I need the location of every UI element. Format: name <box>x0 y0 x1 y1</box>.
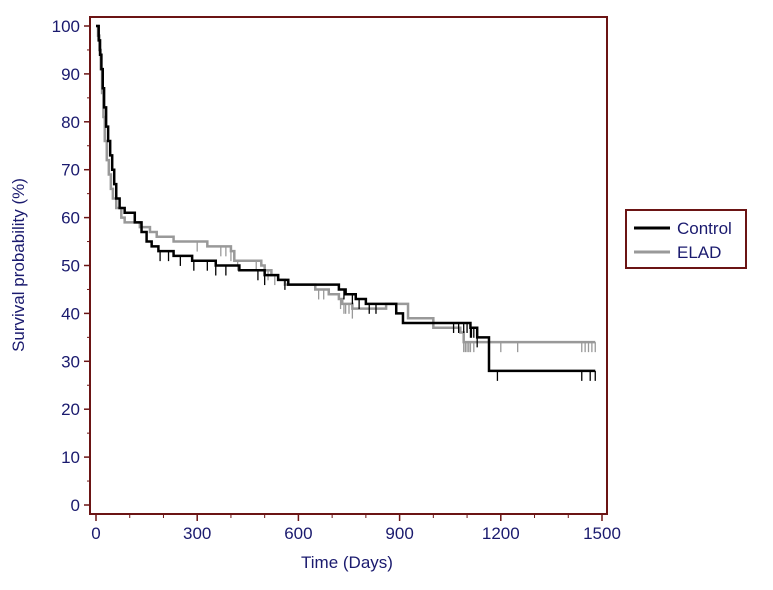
y-tick-label: 60 <box>61 209 80 228</box>
y-tick-label: 50 <box>61 257 80 276</box>
x-tick-label: 900 <box>385 524 413 543</box>
y-tick-label: 40 <box>61 304 80 323</box>
y-axis-label: Survival probability (%) <box>9 178 28 352</box>
x-tick-label: 300 <box>183 524 211 543</box>
series-line-elad <box>96 24 596 344</box>
y-tick-label: 90 <box>61 65 80 84</box>
x-axis-label: Time (Days) <box>301 553 393 572</box>
y-tick-label: 70 <box>61 161 80 180</box>
x-tick-label: 0 <box>91 524 100 543</box>
series-line-control <box>96 24 596 373</box>
y-tick-label: 80 <box>61 113 80 132</box>
legend-label-control: Control <box>677 219 732 238</box>
series-layer <box>96 24 596 381</box>
legend-box <box>625 209 747 269</box>
legend: Control ELAD <box>625 209 747 269</box>
plot-frame <box>89 16 608 515</box>
y-tick-label: 0 <box>71 496 80 515</box>
y-tick-label: 30 <box>61 352 80 371</box>
y-tick-label: 100 <box>52 17 80 36</box>
y-tick-label: 10 <box>61 448 80 467</box>
x-ticks: 0 300 600 900 1200 1500 <box>91 514 621 543</box>
y-ticks: 0 10 20 30 40 50 60 70 80 90 100 <box>52 17 90 515</box>
legend-label-elad: ELAD <box>677 243 721 262</box>
x-tick-label: 1500 <box>583 524 621 543</box>
x-tick-label: 1200 <box>482 524 520 543</box>
y-tick-label: 20 <box>61 400 80 419</box>
x-tick-label: 600 <box>284 524 312 543</box>
